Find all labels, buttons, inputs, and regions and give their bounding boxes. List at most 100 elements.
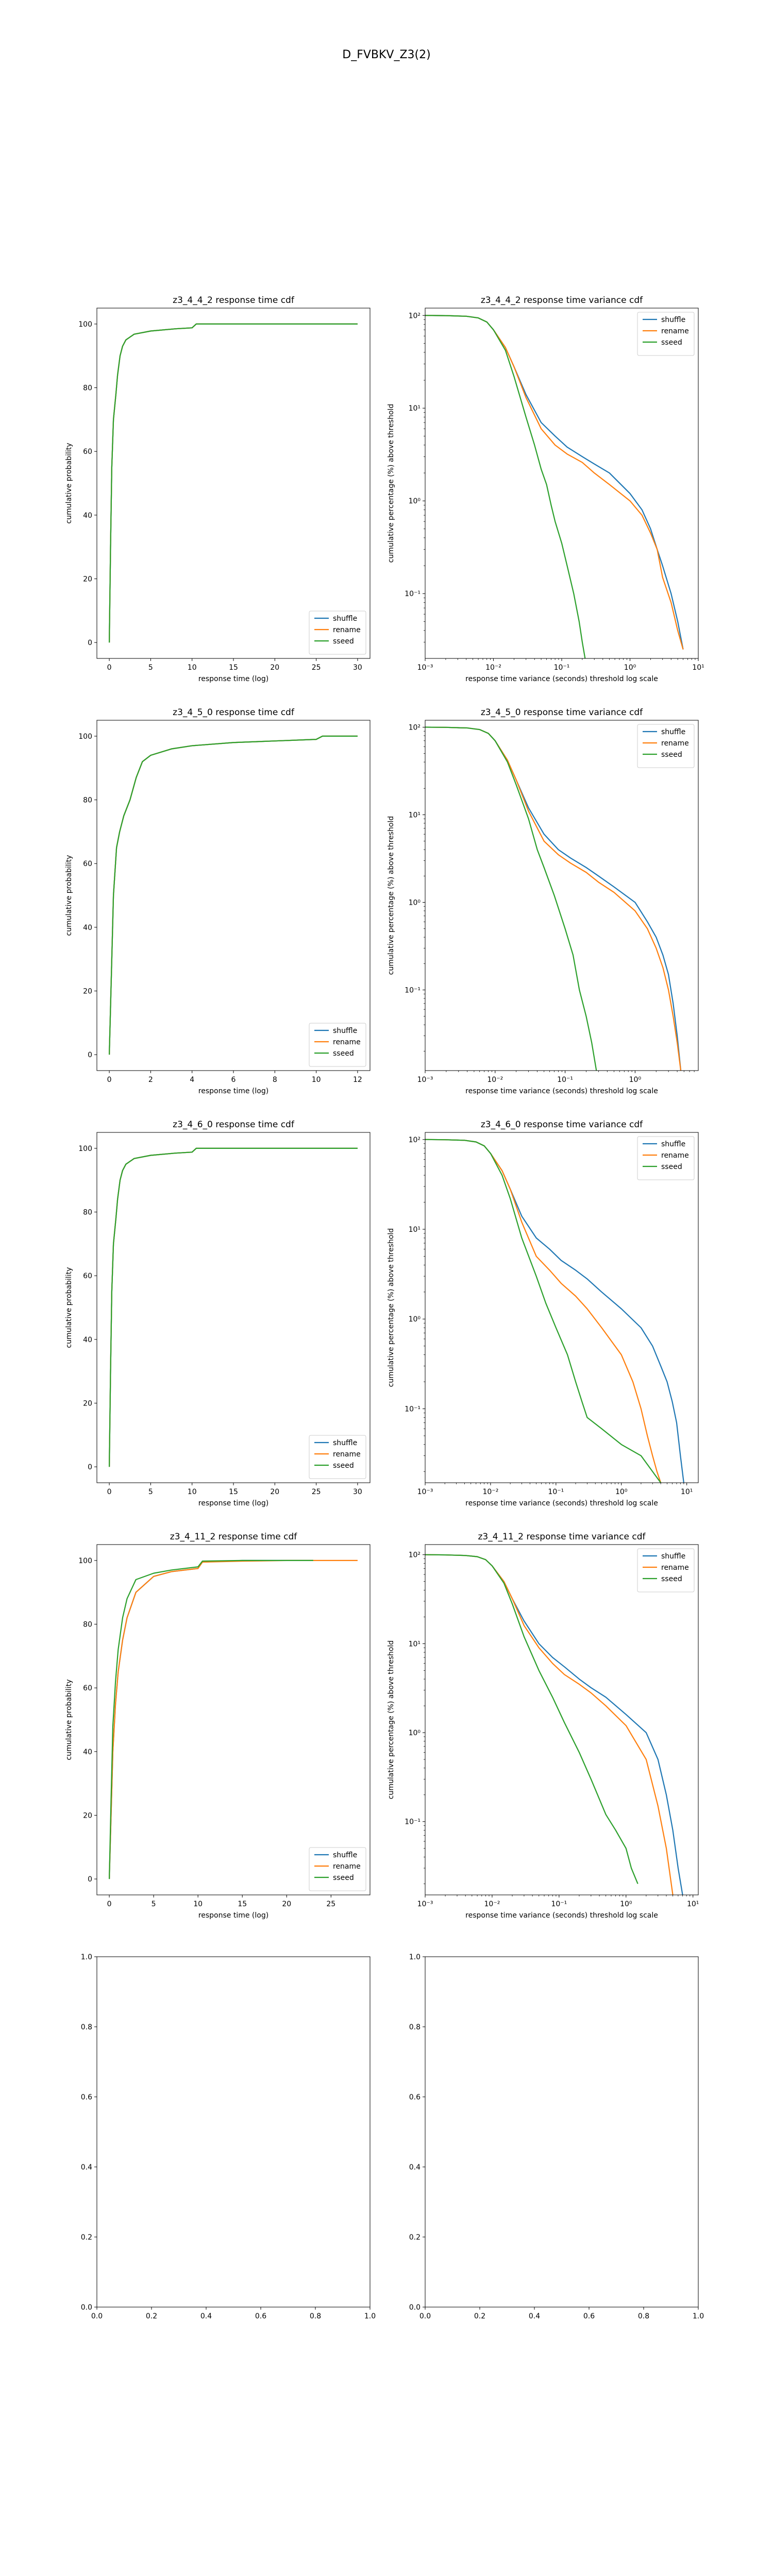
axes-frame: [425, 308, 699, 659]
y-tick-label: 10⁰: [409, 1315, 421, 1324]
x-tick-label: 20: [282, 1900, 291, 1908]
x-axis-label: response time variance (seconds) thresho…: [465, 675, 658, 683]
series-line-shuffle: [425, 1554, 683, 1895]
x-tick-label: 10⁻³: [417, 1900, 433, 1908]
legend-box: [637, 724, 695, 768]
x-tick-label: 15: [229, 1488, 238, 1496]
x-tick-label: 10⁻³: [417, 664, 433, 672]
y-tick-label: 100: [78, 1145, 92, 1153]
y-tick-label: 80: [83, 796, 92, 805]
series-line-sseed: [108, 323, 358, 643]
axes-frame: [96, 308, 371, 659]
x-tick-label: 0: [107, 664, 112, 672]
x-tick-label: 10⁰: [629, 1076, 642, 1084]
series-line-sseed: [108, 1560, 313, 1879]
axes-frame: [96, 1132, 371, 1483]
series-line-shuffle: [108, 323, 358, 643]
chart-title: z3_4_5_0 response time cdf: [173, 707, 295, 718]
x-tick-label: 30: [353, 1488, 362, 1496]
legend-label-rename: rename: [661, 739, 689, 748]
y-tick-label: 0: [88, 1875, 92, 1884]
legend: shuffle rename sseed: [309, 1023, 366, 1067]
y-tick-label: 60: [83, 1272, 92, 1280]
legend-label-shuffle: shuffle: [661, 728, 685, 736]
chart-title: z3_4_11_2 response time cdf: [170, 1532, 297, 1542]
x-tick-label: 30: [353, 664, 362, 672]
x-tick-label: 25: [312, 1488, 321, 1496]
x-tick-label: 10¹: [687, 1900, 699, 1908]
series-group: [108, 1147, 358, 1467]
chart-panel-3: z3_4_5_0 response time cdf 0 2 4 6 8 10 12 0 20 40…: [65, 707, 371, 1095]
series-line-rename: [108, 323, 358, 643]
y-tick-label: 10⁰: [409, 1729, 421, 1737]
x-tick-label: 0.6: [583, 2312, 595, 2320]
legend-label-shuffle: shuffle: [661, 1552, 685, 1561]
series-group: [108, 1560, 358, 1879]
y-tick-label: 0.2: [409, 2233, 421, 2242]
x-tick-label: 25: [312, 664, 321, 672]
x-axis-label: response time (log): [198, 1911, 268, 1920]
chart-title: z3_4_5_0 response time variance cdf: [481, 707, 643, 718]
legend: shuffle rename sseed: [309, 1847, 366, 1891]
y-tick-label: 100: [78, 1557, 92, 1565]
y-axis-label: cumulative probability: [65, 1680, 73, 1760]
y-tick-label: 10¹: [409, 1226, 421, 1234]
series-line-rename: [108, 1147, 358, 1467]
legend: shuffle rename sseed: [309, 611, 366, 655]
series-line-sseed: [425, 315, 586, 658]
series-line-shuffle: [108, 1560, 313, 1879]
y-tick-label: 80: [83, 1209, 92, 1217]
y-tick-label: 20: [83, 575, 92, 583]
legend-label-shuffle: shuffle: [333, 1027, 357, 1035]
y-tick-label: 80: [83, 1621, 92, 1629]
x-tick-label: 15: [238, 1900, 247, 1908]
series-group: [108, 323, 358, 643]
axes-frame: [96, 1956, 371, 2308]
x-tick-label: 10: [188, 1488, 197, 1496]
legend-box: [309, 1023, 366, 1067]
y-tick-label: 10²: [409, 312, 421, 320]
series-line-sseed: [425, 1554, 638, 1884]
y-tick-label: 100: [78, 733, 92, 741]
series-line-sseed: [108, 1147, 358, 1467]
series-group: [425, 315, 684, 658]
x-tick-label: 10⁻²: [484, 1900, 500, 1908]
chart-panel-6: z3_4_6_0 response time variance cdf 10⁻³ 1…: [387, 1120, 699, 1507]
y-tick-label: 60: [83, 1684, 92, 1692]
legend-label-rename: rename: [661, 327, 689, 335]
axes-frame: [425, 1132, 699, 1483]
x-tick-label: 20: [270, 664, 279, 672]
x-tick-label: 0.8: [310, 2312, 321, 2320]
y-tick-label: 10⁰: [409, 497, 421, 505]
y-tick-label: 40: [83, 1748, 92, 1756]
chart-panel-4: z3_4_5_0 response time variance cdf 10⁻³ 1…: [387, 707, 699, 1095]
y-tick-label: 0.2: [81, 2233, 92, 2242]
y-tick-label: 0.8: [81, 2023, 92, 2031]
legend-box: [637, 312, 695, 356]
legend: shuffle rename sseed: [637, 1548, 695, 1592]
x-tick-label: 0.2: [474, 2312, 485, 2320]
y-tick-label: 10²: [409, 723, 421, 732]
x-tick-label: 10⁰: [615, 1488, 628, 1496]
legend-box: [309, 1435, 366, 1479]
legend-label-rename: rename: [333, 626, 361, 634]
y-tick-label: 10²: [409, 1551, 421, 1560]
y-tick-label: 40: [83, 924, 92, 932]
series-group: [425, 1554, 683, 1895]
x-tick-label: 0.8: [638, 2312, 649, 2320]
y-tick-label: 40: [83, 1336, 92, 1344]
axes-frame: [425, 1956, 699, 2308]
x-axis-label: response time variance (seconds) thresho…: [465, 1087, 658, 1095]
x-tick-label: 5: [148, 664, 153, 672]
series-line-shuffle: [425, 1139, 684, 1483]
y-axis-label: cumulative percentage (%) above threshol…: [387, 816, 395, 975]
legend-box: [637, 1136, 695, 1180]
chart-panel-1: z3_4_4_2 response time cdf 0 5 10 15 20 25 30 0 2…: [65, 295, 371, 683]
x-axis-label: response time (log): [198, 675, 268, 683]
y-tick-label: 20: [83, 987, 92, 995]
legend-label-rename: rename: [333, 1038, 361, 1046]
x-axis-label: response time variance (seconds) thresho…: [465, 1911, 658, 1920]
series-line-rename: [425, 1139, 662, 1483]
series-line-shuffle: [108, 735, 358, 1055]
y-axis-label: cumulative percentage (%) above threshol…: [387, 1228, 395, 1387]
